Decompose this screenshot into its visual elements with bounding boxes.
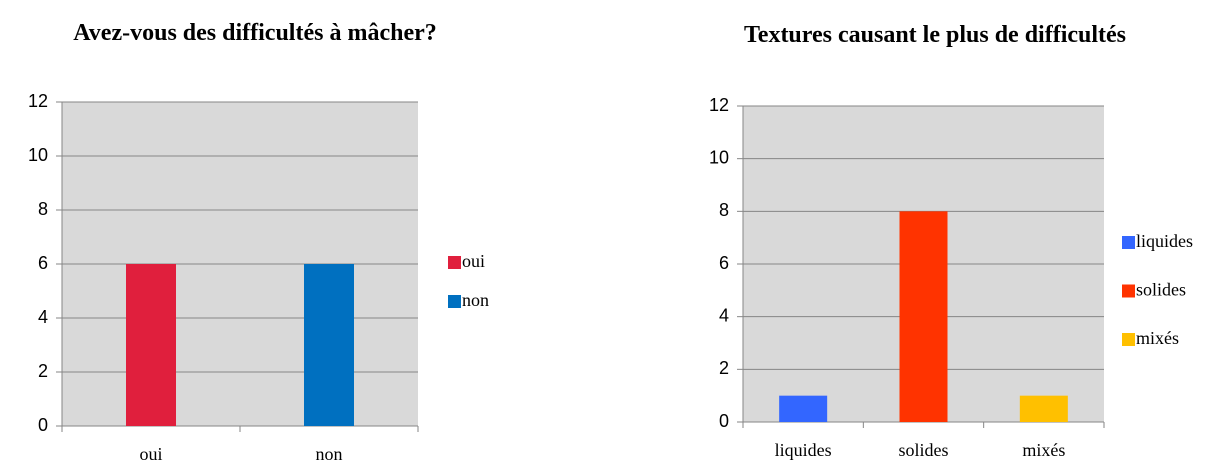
- x-tick-label: mixés: [1022, 440, 1065, 460]
- y-tick-label: 2: [719, 358, 729, 378]
- y-tick-label: 0: [38, 415, 48, 435]
- y-tick-label: 4: [719, 305, 729, 325]
- y-tick-label: 8: [719, 200, 729, 220]
- legend-swatch: [1122, 236, 1135, 249]
- bar: [899, 211, 948, 422]
- legend-label: liquides: [1136, 231, 1193, 251]
- x-tick-label: solides: [898, 440, 948, 460]
- bar: [1019, 395, 1068, 422]
- y-tick-label: 8: [38, 199, 48, 219]
- y-tick-label: 12: [709, 95, 729, 115]
- y-tick-label: 4: [38, 307, 48, 327]
- bar: [304, 264, 354, 426]
- y-tick-label: 6: [719, 253, 729, 273]
- legend-label: solides: [1136, 280, 1186, 300]
- x-tick-label: liquides: [775, 440, 832, 460]
- bar: [779, 395, 828, 422]
- legend-swatch: [448, 295, 461, 308]
- x-tick-label: non: [316, 444, 343, 464]
- legend-label: non: [462, 290, 489, 310]
- x-tick-label: oui: [139, 444, 162, 464]
- legend-swatch: [448, 256, 461, 269]
- y-tick-label: 10: [709, 147, 729, 167]
- y-tick-label: 2: [38, 361, 48, 381]
- y-tick-label: 10: [28, 145, 48, 165]
- y-tick-label: 12: [28, 91, 48, 111]
- y-tick-label: 6: [38, 253, 48, 273]
- chart-title: Textures causant le plus de difficultés: [743, 22, 1127, 48]
- legend-label: mixés: [1136, 328, 1179, 348]
- legend-swatch: [1122, 284, 1135, 298]
- legend-label: oui: [462, 251, 485, 271]
- chart-title: Avez-vous des difficultés à mâcher?: [73, 20, 437, 46]
- legend-swatch: [1122, 333, 1135, 346]
- bar: [126, 264, 176, 426]
- y-tick-label: 0: [719, 411, 729, 431]
